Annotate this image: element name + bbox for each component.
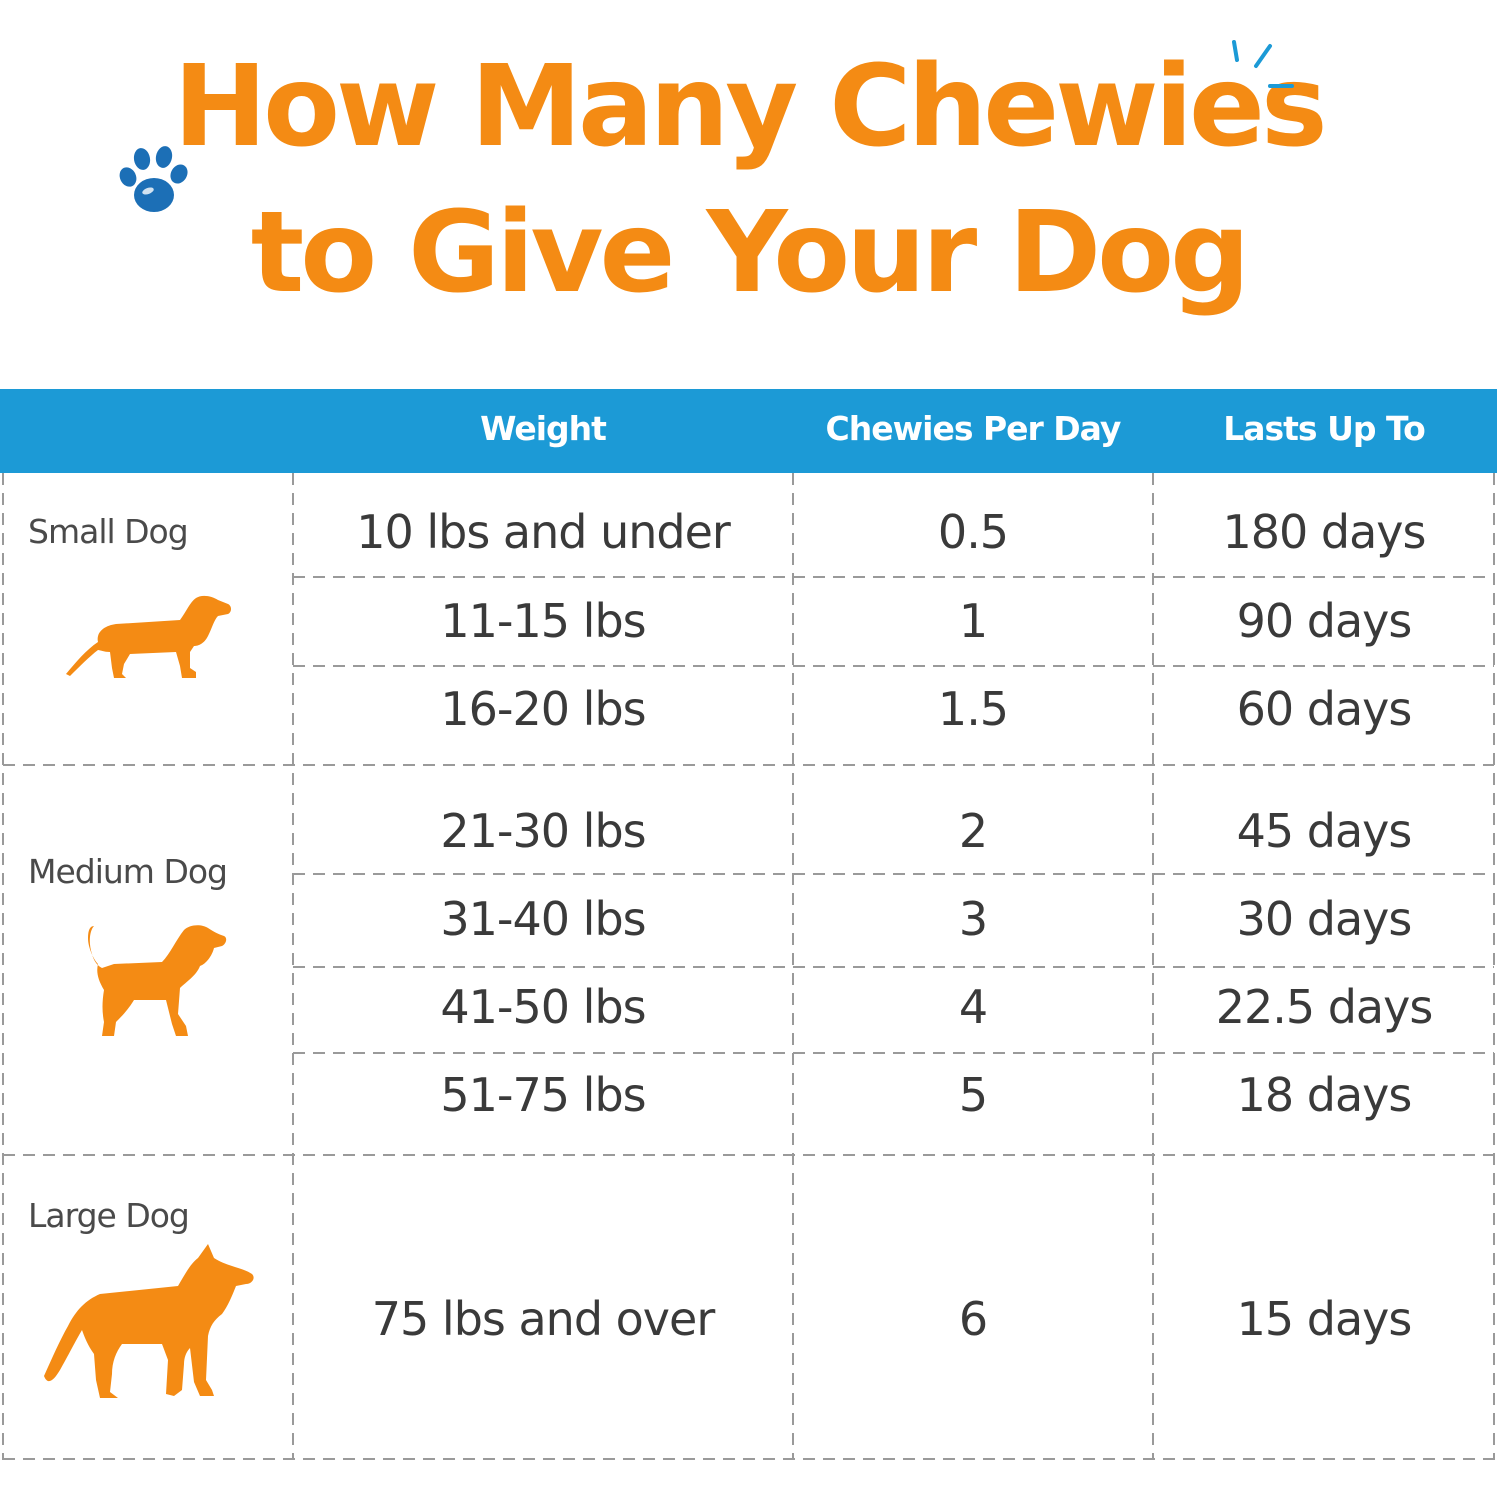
paw-icon [119,146,188,212]
page-title-line-2: to Give Your Dog [250,188,1251,318]
cell-lasts-medium-4: 18 days [1236,1068,1413,1122]
cell-lasts-small-1: 180 days [1222,505,1427,559]
cell-chewies-large-1: 6 [958,1292,988,1346]
medium-dog-icon [88,925,227,1036]
cell-lasts-medium-3: 22.5 days [1215,980,1434,1034]
cell-weight-small-1: 10 lbs and under [356,505,731,559]
table-header-bar [0,389,1497,473]
cell-weight-large-1: 75 lbs and over [371,1292,715,1346]
cell-weight-medium-2: 31-40 lbs [440,892,646,946]
cell-chewies-small-1: 0.5 [937,505,1009,559]
cell-weight-medium-3: 41-50 lbs [440,980,646,1034]
cell-lasts-small-3: 60 days [1236,682,1413,736]
cell-chewies-medium-2: 3 [958,892,988,946]
cell-chewies-small-2: 1 [958,594,988,648]
sparkle-icon [1232,40,1294,88]
header-chewies-per-day: Chewies Per Day [825,409,1122,448]
cell-chewies-medium-4: 5 [958,1068,988,1122]
group-label-small-dog: Small Dog [28,512,189,551]
header-lasts-up-to: Lasts Up To [1223,409,1426,448]
page-title-line-1: How Many Chewies [173,42,1327,172]
cell-lasts-small-2: 90 days [1236,594,1413,648]
header-weight: Weight [480,409,607,448]
cell-lasts-medium-1: 45 days [1236,804,1413,858]
cell-chewies-medium-1: 2 [958,804,988,858]
cell-chewies-small-3: 1.5 [937,682,1009,736]
cell-weight-medium-1: 21-30 lbs [440,804,646,858]
cell-weight-small-3: 16-20 lbs [440,682,646,736]
small-dog-icon [66,595,231,678]
group-label-medium-dog: Medium Dog [28,852,228,891]
group-label-large-dog: Large Dog [28,1196,190,1235]
cell-lasts-medium-2: 30 days [1236,892,1413,946]
cell-lasts-large-1: 15 days [1236,1292,1413,1346]
cell-weight-small-2: 11-15 lbs [440,594,646,648]
cell-chewies-medium-3: 4 [958,980,988,1034]
large-dog-icon [44,1244,254,1398]
cell-weight-medium-4: 51-75 lbs [440,1068,646,1122]
